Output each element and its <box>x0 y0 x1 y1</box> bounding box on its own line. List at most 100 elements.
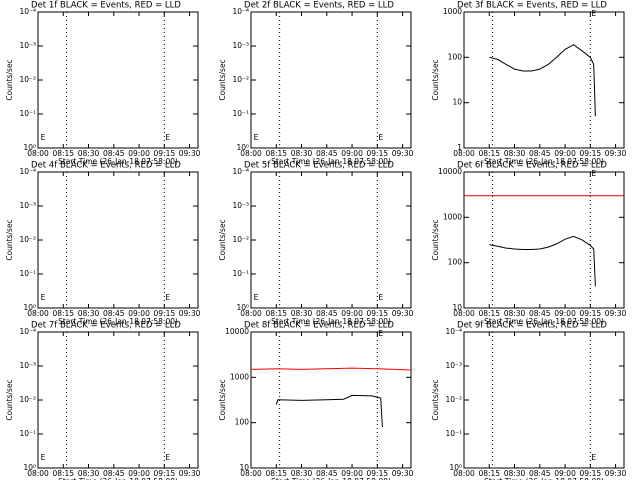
x-axis-label: Start Time (26-Jan-18 07:58:00) <box>271 477 391 480</box>
y-tick-label: 10⁻³ <box>19 361 36 370</box>
x-tick-label: 09:30 <box>179 149 201 158</box>
y-tick-label: 10⁻⁴ <box>445 327 462 336</box>
x-tick-label: 08:45 <box>316 309 338 318</box>
annotation: E <box>41 453 46 462</box>
x-tick-label: 08:00 <box>27 309 49 318</box>
plot-frame <box>463 11 625 149</box>
panel-title: Det 8f BLACK = Events, RED = LLD <box>244 321 394 331</box>
annotation: E <box>378 293 383 302</box>
x-tick-label: 08:45 <box>529 309 551 318</box>
x-tick-label: 09:15 <box>367 469 389 478</box>
y-tick-label: 1000 <box>443 212 462 221</box>
x-tick-label: 09:15 <box>367 149 389 158</box>
y-tick-label: 10⁻³ <box>19 201 36 210</box>
x-tick-label: 08:15 <box>52 149 74 158</box>
x-tick-label: 08:15 <box>52 469 74 478</box>
x-tick-label: 09:00 <box>341 149 363 158</box>
x-tick-label: 09:30 <box>605 149 627 158</box>
x-tick-label: 08:30 <box>291 309 313 318</box>
x-axis-label: Start Time (26-Jan-18 07:58:00) <box>484 157 604 166</box>
annotation: E <box>254 133 259 142</box>
annotation: E <box>41 293 46 302</box>
x-tick-label: 08:00 <box>240 309 262 318</box>
y-axis-label: Counts/sec <box>218 59 227 100</box>
y-axis-label: Counts/sec <box>431 219 440 260</box>
x-tick-label: 09:00 <box>554 469 576 478</box>
x-tick-label: 09:30 <box>179 309 201 318</box>
y-axis-label: Counts/sec <box>5 59 14 100</box>
y-tick-label: 10 <box>452 98 462 107</box>
panel-title: Det 9f BLACK = Events, RED = LLD <box>457 321 607 331</box>
x-tick-label: 09:15 <box>154 469 176 478</box>
panel-title: Det 7f BLACK = Events, RED = LLD <box>31 321 181 331</box>
x-tick-label: 08:00 <box>453 309 475 318</box>
x-tick-label: 08:45 <box>529 469 551 478</box>
x-tick-label: 08:30 <box>78 149 100 158</box>
y-tick-label: 10⁻² <box>232 235 249 244</box>
y-tick-label: 100 <box>448 258 463 267</box>
x-tick-label: 08:45 <box>529 149 551 158</box>
x-tick-label: 08:15 <box>478 309 500 318</box>
y-tick-label: 10⁻⁴ <box>19 327 36 336</box>
y-tick-label: 10⁰ <box>236 303 249 312</box>
y-tick-label: 10⁰ <box>449 463 462 472</box>
y-tick-label: 100 <box>448 52 463 61</box>
panel-title: Det 5f BLACK = Events, RED = LLD <box>244 161 394 171</box>
y-tick-label: 10⁻¹ <box>445 429 462 438</box>
annotation: E <box>254 293 259 302</box>
y-tick-label: 10⁻¹ <box>19 429 36 438</box>
x-tick-label: 09:30 <box>179 469 201 478</box>
x-tick-label: 09:00 <box>554 309 576 318</box>
x-axis-label: Start Time (26-Jan-18 07:58:00) <box>484 317 604 326</box>
x-tick-label: 08:30 <box>291 469 313 478</box>
y-tick-label: 10 <box>239 463 249 472</box>
x-tick-label: 09:30 <box>392 309 414 318</box>
annotation: E <box>378 329 383 338</box>
x-tick-label: 09:00 <box>341 469 363 478</box>
x-tick-label: 09:15 <box>154 149 176 158</box>
x-tick-label: 09:30 <box>605 469 627 478</box>
y-tick-label: 10⁻⁴ <box>19 167 36 176</box>
x-tick-label: 08:30 <box>291 149 313 158</box>
x-tick-label: 09:00 <box>128 309 150 318</box>
y-tick-label: 10000 <box>225 327 249 336</box>
x-tick-label: 09:15 <box>580 149 602 158</box>
x-tick-label: 09:00 <box>554 149 576 158</box>
y-tick-label: 10⁻² <box>19 235 36 244</box>
y-axis-label: Counts/sec <box>5 379 14 420</box>
y-axis-label: Counts/sec <box>5 219 14 260</box>
x-tick-label: 08:15 <box>52 309 74 318</box>
y-tick-label: 10⁻¹ <box>19 269 36 278</box>
x-tick-label: 08:15 <box>265 469 287 478</box>
x-tick-label: 08:00 <box>453 469 475 478</box>
y-tick-label: 10⁻³ <box>232 41 249 50</box>
plot-frame <box>463 331 625 469</box>
plot-frame <box>250 331 412 469</box>
x-tick-label: 08:30 <box>504 309 526 318</box>
x-tick-label: 09:30 <box>605 309 627 318</box>
y-tick-label: 1000 <box>443 7 462 16</box>
panel-title: Det 6f BLACK = Events, RED = LLD <box>457 161 607 171</box>
y-tick-label: 10⁻³ <box>232 201 249 210</box>
y-tick-label: 10 <box>452 303 462 312</box>
x-tick-label: 09:00 <box>128 149 150 158</box>
y-tick-label: 10⁻³ <box>445 361 462 370</box>
plot-frame <box>37 171 199 309</box>
x-tick-label: 08:00 <box>240 149 262 158</box>
x-axis-label: Start Time (26-Jan-18 07:58:00) <box>484 477 604 480</box>
y-tick-label: 10⁻³ <box>19 41 36 50</box>
annotation: E <box>165 293 170 302</box>
panel-title: Det 4f BLACK = Events, RED = LLD <box>31 161 181 171</box>
x-tick-label: 09:15 <box>580 469 602 478</box>
x-tick-label: 08:30 <box>504 469 526 478</box>
x-tick-label: 08:45 <box>103 149 125 158</box>
x-tick-label: 08:00 <box>453 149 475 158</box>
y-axis-label: Counts/sec <box>431 59 440 100</box>
annotation: E <box>591 9 596 18</box>
y-tick-label: 10⁻¹ <box>19 109 36 118</box>
annotation: E <box>165 453 170 462</box>
x-tick-label: 08:45 <box>103 309 125 318</box>
series-line <box>489 44 596 117</box>
y-tick-label: 10⁰ <box>236 143 249 152</box>
y-axis-label: Counts/sec <box>218 219 227 260</box>
